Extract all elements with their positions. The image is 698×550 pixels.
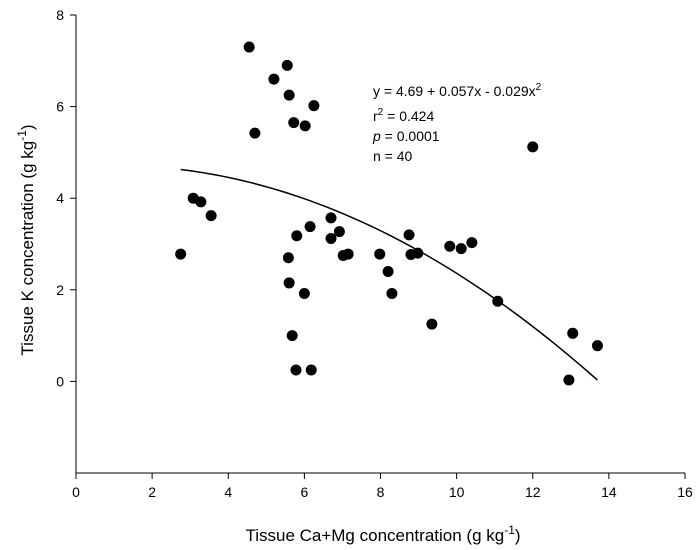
x-tick-label: 10 [449, 484, 465, 500]
data-point [290, 364, 302, 376]
data-point [282, 252, 294, 264]
data-point [412, 247, 424, 259]
data-point [268, 73, 280, 85]
data-point [567, 327, 579, 339]
data-point [492, 295, 504, 307]
data-point [283, 89, 295, 101]
data-point [249, 127, 261, 139]
data-point [426, 318, 438, 330]
x-axis-title: Tissue Ca+Mg concentration (g kg-1) [245, 523, 520, 545]
data-point [333, 226, 345, 238]
data-point [591, 340, 603, 352]
x-tick-label: 12 [525, 484, 541, 500]
x-tick-label: 6 [300, 484, 308, 500]
data-point [444, 240, 456, 252]
data-point [299, 120, 311, 132]
data-point [205, 210, 217, 222]
x-tick-label: 4 [224, 484, 232, 500]
data-point [382, 265, 394, 277]
data-point [386, 287, 398, 299]
y-tick-label: 2 [56, 282, 64, 298]
y-ticks: 0 2 4 6 8 [56, 7, 76, 389]
data-point [243, 41, 255, 53]
y-tick-label: 6 [56, 99, 64, 115]
y-tick-label: 0 [56, 373, 64, 389]
annotation-equation: y = 4.69 + 0.057x - 0.029x2 [373, 82, 542, 99]
fit-curve-group [180, 168, 598, 381]
annotation-n: n = 40 [373, 148, 413, 164]
data-point [291, 230, 303, 242]
data-point [403, 229, 415, 241]
x-tick-label: 0 [72, 484, 80, 500]
y-tick-label: 8 [56, 7, 64, 23]
data-point [374, 248, 386, 260]
data-point [455, 243, 467, 255]
data-point [342, 248, 354, 260]
data-point [527, 141, 539, 153]
x-tick-label: 8 [377, 484, 385, 500]
data-point [195, 196, 207, 208]
data-point [466, 237, 478, 249]
y-tick-label: 4 [56, 190, 64, 206]
x-tick-label: 2 [148, 484, 156, 500]
data-point [298, 287, 310, 299]
data-point [325, 212, 337, 224]
annotation-p-value: p = 0.0001 [372, 128, 440, 144]
data-point [286, 330, 298, 342]
data-point [283, 277, 295, 289]
fit-curve [180, 168, 598, 381]
data-point [175, 248, 187, 260]
data-point [325, 233, 337, 245]
data-point [305, 364, 317, 376]
data-point [288, 117, 300, 129]
data-point [304, 221, 316, 233]
x-ticks: 0 2 4 6 8 10 12 14 16 [72, 473, 693, 500]
x-tick-label: 16 [677, 484, 693, 500]
data-points [175, 41, 603, 386]
x-tick-label: 14 [601, 484, 617, 500]
data-point [563, 374, 575, 386]
annotation-r2: r2 = 0.424 [373, 107, 434, 124]
data-point [281, 59, 293, 71]
y-axis-title: Tissue K concentration (g kg-1) [15, 124, 37, 355]
data-point [308, 100, 320, 112]
